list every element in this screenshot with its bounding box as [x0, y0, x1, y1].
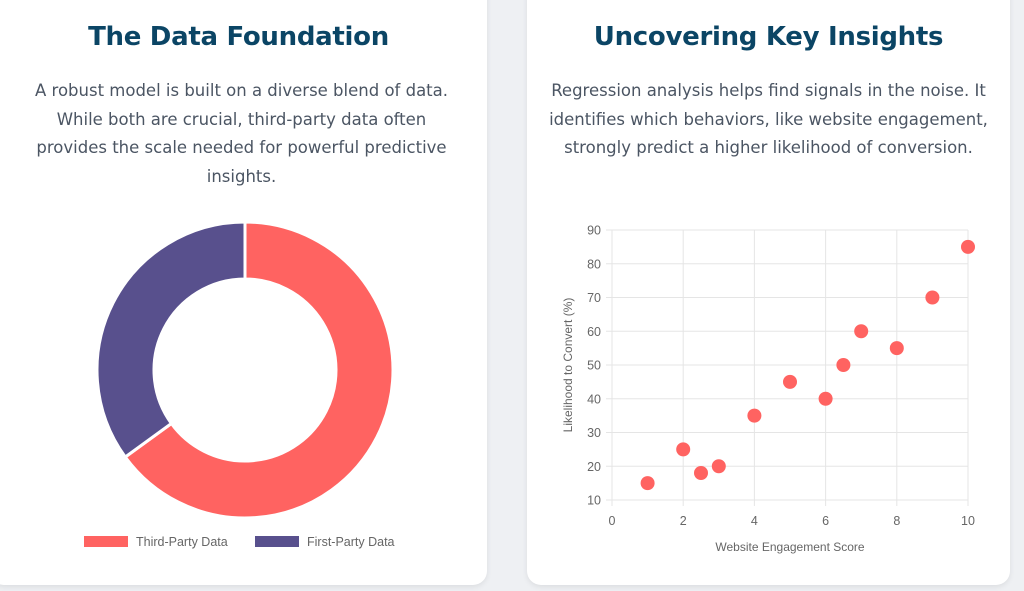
y-axis-label: Likelihood to Convert (%): [561, 298, 575, 433]
data-point[interactable]: [836, 358, 851, 372]
y-tick-label: 90: [587, 224, 601, 238]
doughnut-legend: Third-Party Data First-Party Data: [84, 535, 395, 549]
key-insights-card: Uncovering Key Insights Regression analy…: [527, 0, 1010, 585]
y-tick-label: 40: [587, 392, 601, 406]
x-tick-label: 0: [609, 514, 616, 528]
y-tick-label: 60: [587, 325, 601, 339]
legend-label-first-party[interactable]: First-Party Data: [307, 535, 395, 549]
legend-swatch-first-party[interactable]: [255, 536, 299, 547]
y-tick-label: 80: [587, 257, 601, 271]
data-point[interactable]: [818, 391, 833, 406]
x-axis-ticks: 0 2 4 6 8 10: [609, 514, 975, 528]
x-tick-label: 6: [822, 514, 829, 528]
y-tick-label: 10: [587, 494, 601, 508]
data-point[interactable]: [783, 374, 797, 389]
y-tick-label: 50: [587, 359, 601, 373]
doughnut-slice-first-party-data[interactable]: [95, 220, 247, 460]
doughnut-slice-third-party-data[interactable]: [123, 220, 395, 520]
data-foundation-description: A robust model is built on a diverse ble…: [35, 81, 448, 186]
data-foundation-card: The Data Foundation A robust model is bu…: [0, 0, 487, 585]
x-tick-label: 4: [751, 514, 758, 528]
x-tick-label: 2: [680, 514, 687, 528]
key-insights-title: Uncovering Key Insights: [593, 22, 944, 52]
data-point[interactable]: [961, 239, 975, 254]
data-point[interactable]: [711, 459, 726, 474]
data-point[interactable]: [925, 290, 940, 305]
data-point[interactable]: [676, 442, 691, 457]
key-insights-description: Regression analysis helps find signals i…: [549, 81, 988, 157]
x-tick-label: 10: [961, 514, 975, 528]
y-tick-label: 70: [587, 291, 601, 305]
data-point[interactable]: [694, 466, 708, 480]
data-point[interactable]: [640, 476, 655, 491]
y-tick-label: 30: [587, 426, 601, 440]
data-point[interactable]: [889, 341, 904, 356]
scatter-points: [640, 239, 975, 491]
doughnut-chart: Third-Party Data First-Party Data: [84, 220, 395, 549]
y-tick-label: 20: [587, 460, 601, 474]
x-axis-label: Website Engagement Score: [715, 540, 865, 554]
scatter-grid: [606, 229, 969, 506]
x-tick-label: 8: [893, 514, 900, 528]
y-axis-ticks: 10 20 30 40 50 60 70 80 90: [587, 224, 601, 508]
data-point[interactable]: [747, 408, 762, 423]
legend-label-third-party[interactable]: Third-Party Data: [136, 535, 228, 549]
data-point[interactable]: [854, 324, 869, 339]
legend-swatch-third-party[interactable]: [84, 536, 128, 547]
doughnut-slices: [95, 220, 395, 520]
data-foundation-title: The Data Foundation: [88, 22, 389, 52]
